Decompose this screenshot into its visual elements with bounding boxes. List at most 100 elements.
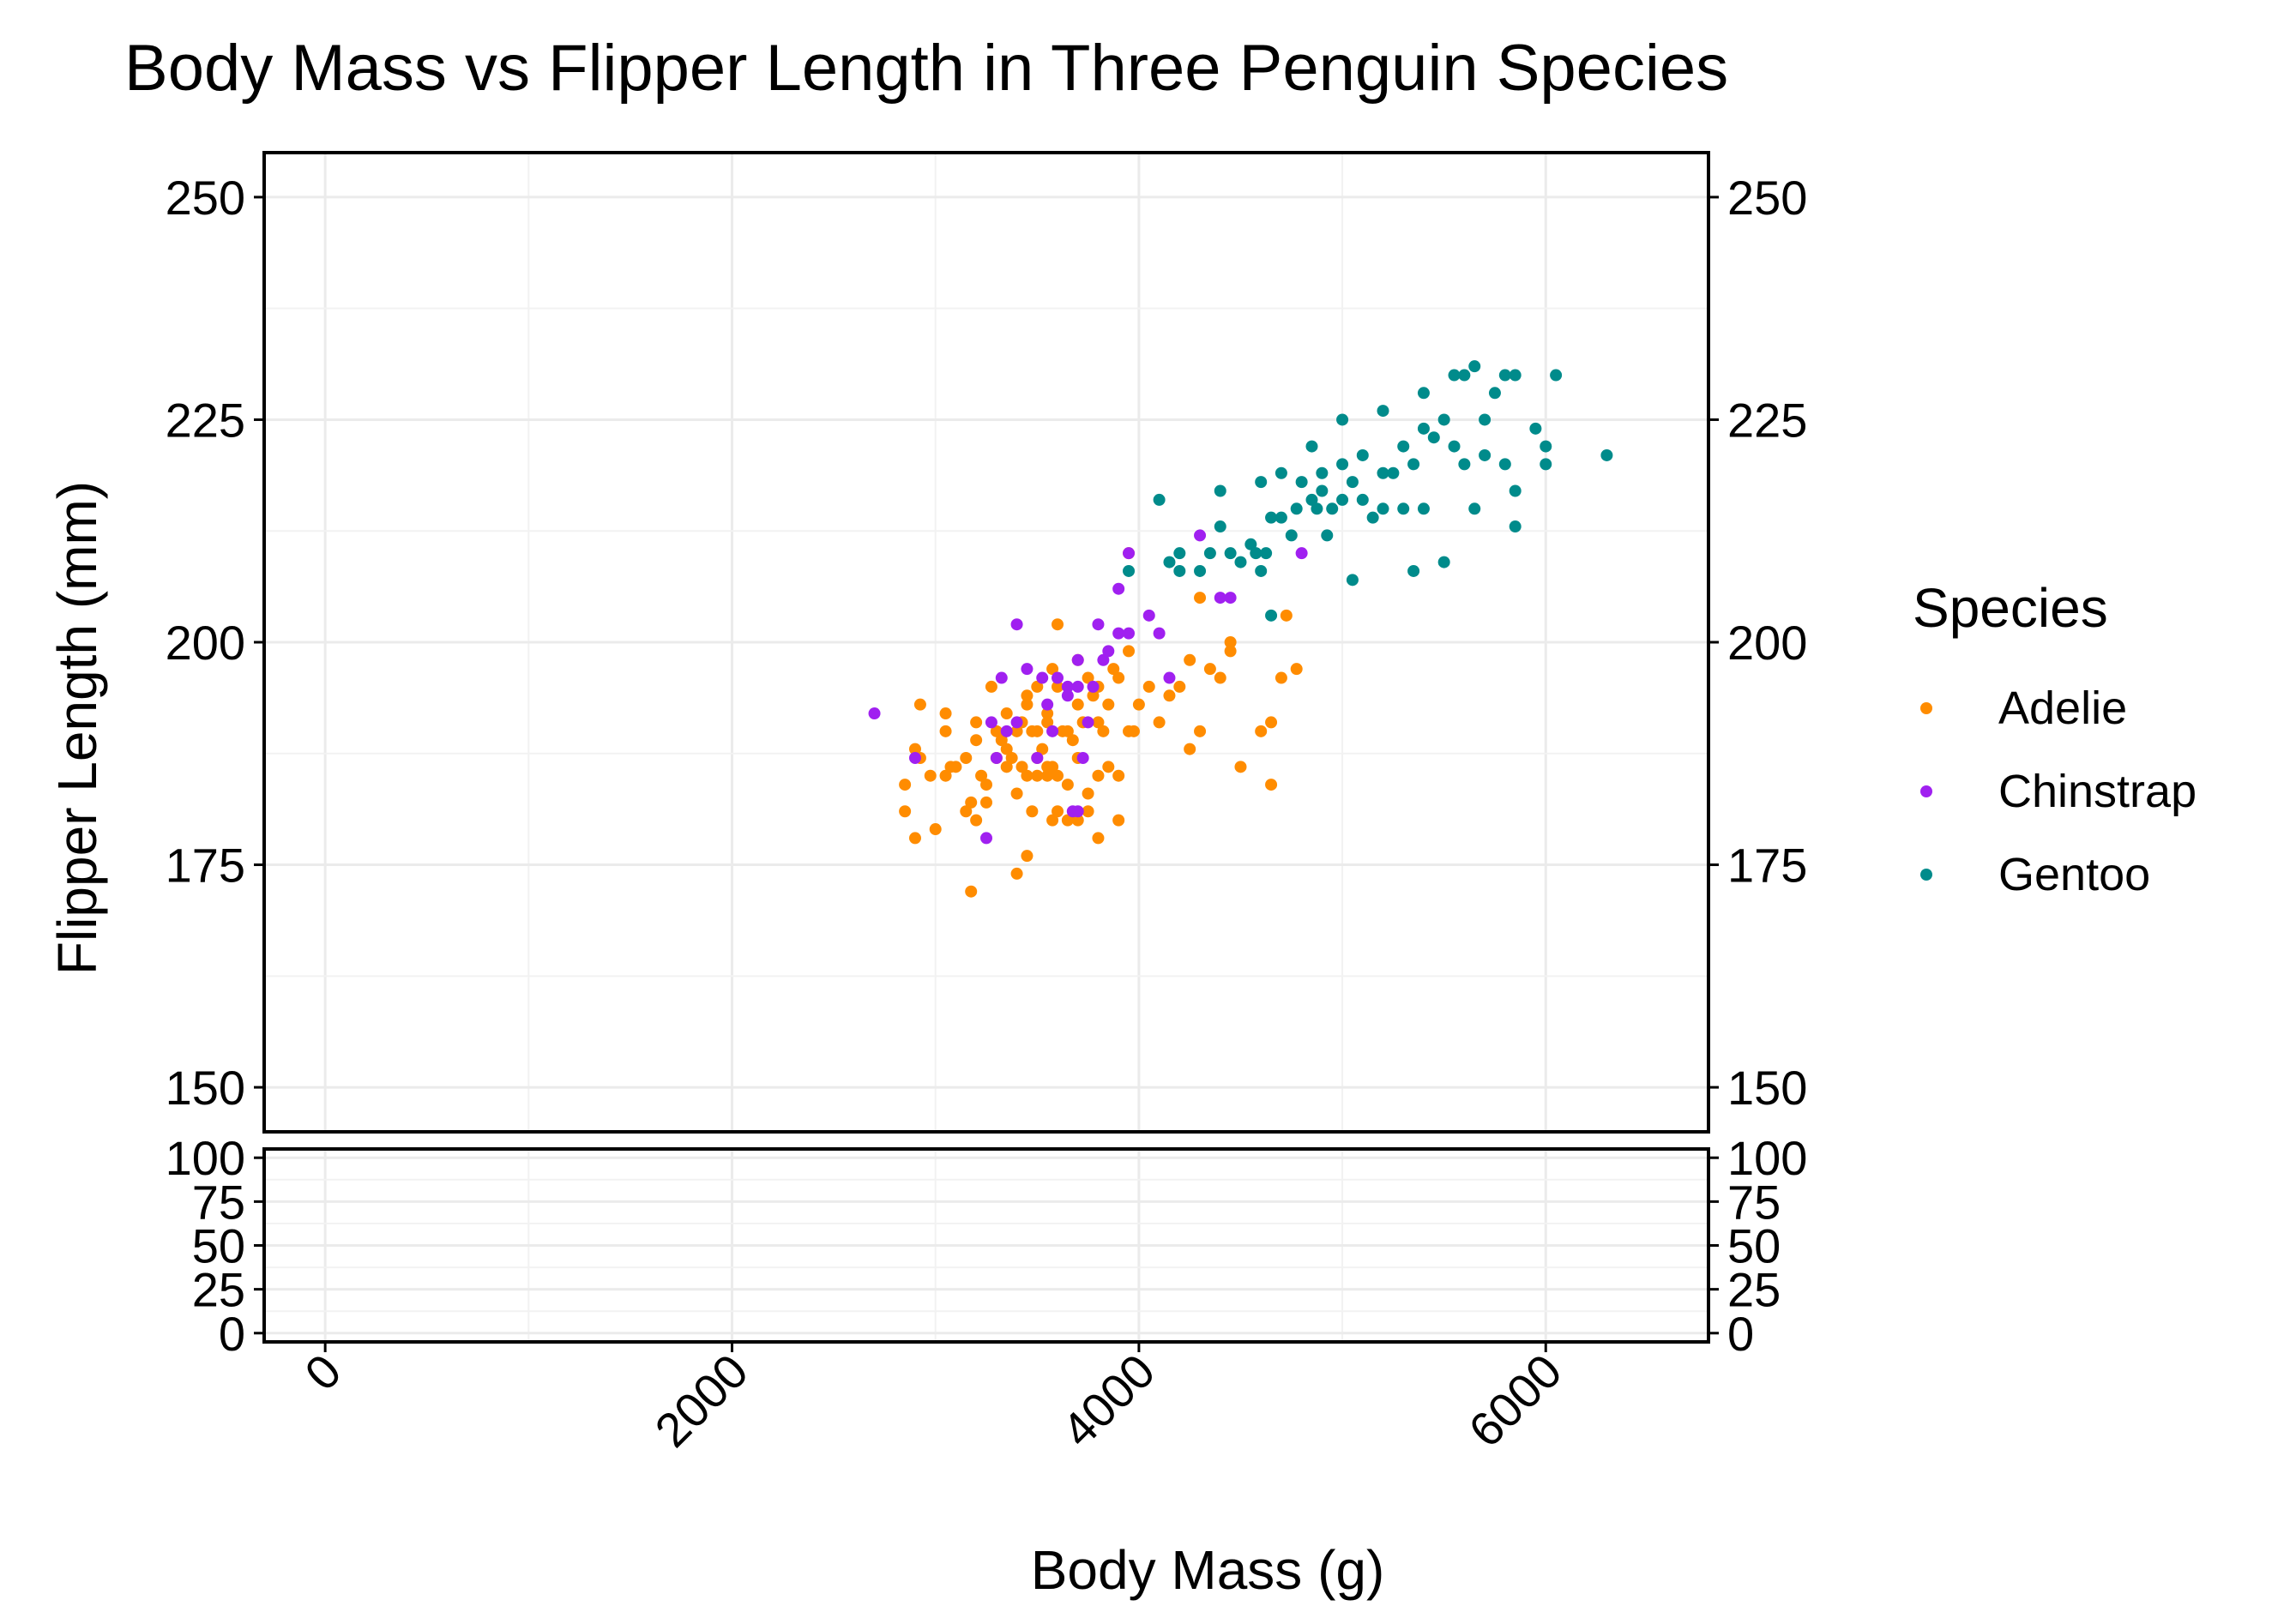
legend-label-chinstrap: Chinstrap xyxy=(1998,766,2197,817)
data-point-gentoo xyxy=(1316,484,1329,497)
y-tick-label-left: 200 xyxy=(166,616,245,670)
data-point-adelie xyxy=(1052,805,1064,818)
bottom-y-tick-label-right: 0 xyxy=(1727,1307,1754,1361)
data-point-adelie xyxy=(1082,787,1094,800)
data-point-gentoo xyxy=(1366,511,1379,524)
data-point-adelie xyxy=(1224,636,1237,648)
data-point-gentoo xyxy=(1316,466,1329,479)
data-point-adelie xyxy=(1082,671,1094,684)
data-point-adelie xyxy=(1000,707,1013,720)
data-point-gentoo xyxy=(1194,564,1207,577)
bottom-y-tick-label-right: 75 xyxy=(1727,1175,1781,1229)
legend-key-gentoo xyxy=(1920,869,1932,881)
data-point-gentoo xyxy=(1407,564,1420,577)
data-point-chinstrap xyxy=(1000,725,1013,737)
bottom-y-tick-label-left: 0 xyxy=(219,1307,245,1361)
bottom-y-tick-label-right: 100 xyxy=(1727,1131,1807,1185)
data-point-chinstrap xyxy=(1163,671,1176,684)
data-point-chinstrap xyxy=(1097,653,1110,666)
data-point-adelie xyxy=(1046,814,1059,827)
data-point-gentoo xyxy=(1437,413,1450,426)
data-point-gentoo xyxy=(1498,369,1511,382)
bottom-y-tick-label-left: 50 xyxy=(192,1219,245,1273)
data-point-adelie xyxy=(1061,725,1074,737)
data-point-gentoo xyxy=(1387,466,1400,479)
data-point-gentoo xyxy=(1336,493,1349,506)
data-point-chinstrap xyxy=(1061,680,1074,693)
chart-title: Body Mass vs Flipper Length in Three Pen… xyxy=(124,32,1728,105)
data-point-chinstrap xyxy=(1071,805,1084,818)
data-point-adelie xyxy=(949,761,962,773)
data-point-gentoo xyxy=(1397,502,1410,515)
data-point-gentoo xyxy=(1448,369,1461,382)
data-point-gentoo xyxy=(1417,422,1430,435)
data-point-chinstrap xyxy=(868,707,881,720)
data-point-adelie xyxy=(939,769,952,782)
data-point-adelie xyxy=(1092,832,1105,845)
data-point-adelie xyxy=(1052,680,1064,693)
data-point-adelie xyxy=(1046,663,1059,676)
data-point-gentoo xyxy=(1377,502,1389,515)
data-point-adelie xyxy=(1071,814,1084,827)
data-point-chinstrap xyxy=(1046,725,1059,737)
y-tick-label-left: 250 xyxy=(166,171,245,225)
y-tick-label-right: 250 xyxy=(1727,171,1807,225)
data-point-gentoo xyxy=(1377,405,1389,418)
x-tick-label: 2000 xyxy=(644,1344,758,1458)
data-point-adelie xyxy=(1015,761,1028,773)
data-point-chinstrap xyxy=(1092,618,1105,631)
data-point-adelie xyxy=(1021,769,1034,782)
data-point-gentoo xyxy=(1417,502,1430,515)
data-point-adelie xyxy=(1123,645,1136,658)
data-point-adelie xyxy=(1041,707,1054,720)
data-point-adelie xyxy=(1061,814,1074,827)
data-point-gentoo xyxy=(1234,556,1247,568)
data-point-gentoo xyxy=(1448,440,1461,453)
data-point-adelie xyxy=(1000,761,1013,773)
data-point-adelie xyxy=(995,734,1008,747)
data-point-adelie xyxy=(1107,663,1120,676)
data-point-chinstrap xyxy=(1112,582,1125,595)
data-point-gentoo xyxy=(1600,448,1613,461)
data-point-chinstrap xyxy=(1076,751,1089,764)
data-point-adelie xyxy=(960,805,973,818)
data-point-gentoo xyxy=(1468,502,1481,515)
data-point-gentoo xyxy=(1163,556,1176,568)
data-point-gentoo xyxy=(1123,564,1136,577)
data-point-adelie xyxy=(929,823,942,836)
data-point-adelie xyxy=(1102,761,1115,773)
data-point-adelie xyxy=(908,743,921,755)
data-point-adelie xyxy=(1021,850,1034,863)
data-point-adelie xyxy=(1010,725,1023,737)
data-point-gentoo xyxy=(1321,529,1334,542)
data-point-adelie xyxy=(1112,769,1125,782)
y-tick-label-right: 200 xyxy=(1727,616,1807,670)
data-point-adelie xyxy=(1087,689,1100,702)
data-point-chinstrap xyxy=(995,671,1008,684)
data-point-adelie xyxy=(1052,618,1064,631)
data-point-adelie xyxy=(1290,663,1303,676)
data-point-adelie xyxy=(1194,592,1207,604)
data-point-adelie xyxy=(970,716,983,729)
data-point-gentoo xyxy=(1437,556,1450,568)
data-point-gentoo xyxy=(1509,484,1522,497)
data-point-adelie xyxy=(980,796,992,809)
data-point-adelie xyxy=(1041,716,1054,729)
data-point-adelie xyxy=(1031,725,1044,737)
data-point-adelie xyxy=(1112,671,1125,684)
data-point-adelie xyxy=(924,769,937,782)
data-point-adelie xyxy=(939,707,952,720)
data-point-gentoo xyxy=(1265,511,1278,524)
data-point-adelie xyxy=(1000,743,1013,755)
data-point-gentoo xyxy=(1290,502,1303,515)
data-point-adelie xyxy=(908,832,921,845)
data-point-adelie xyxy=(1082,805,1094,818)
y-tick-label-right: 225 xyxy=(1727,393,1807,447)
data-point-adelie xyxy=(1026,805,1039,818)
data-point-gentoo xyxy=(1417,387,1430,400)
data-point-adelie xyxy=(1102,698,1115,711)
data-point-adelie xyxy=(1071,698,1084,711)
data-point-gentoo xyxy=(1305,440,1318,453)
